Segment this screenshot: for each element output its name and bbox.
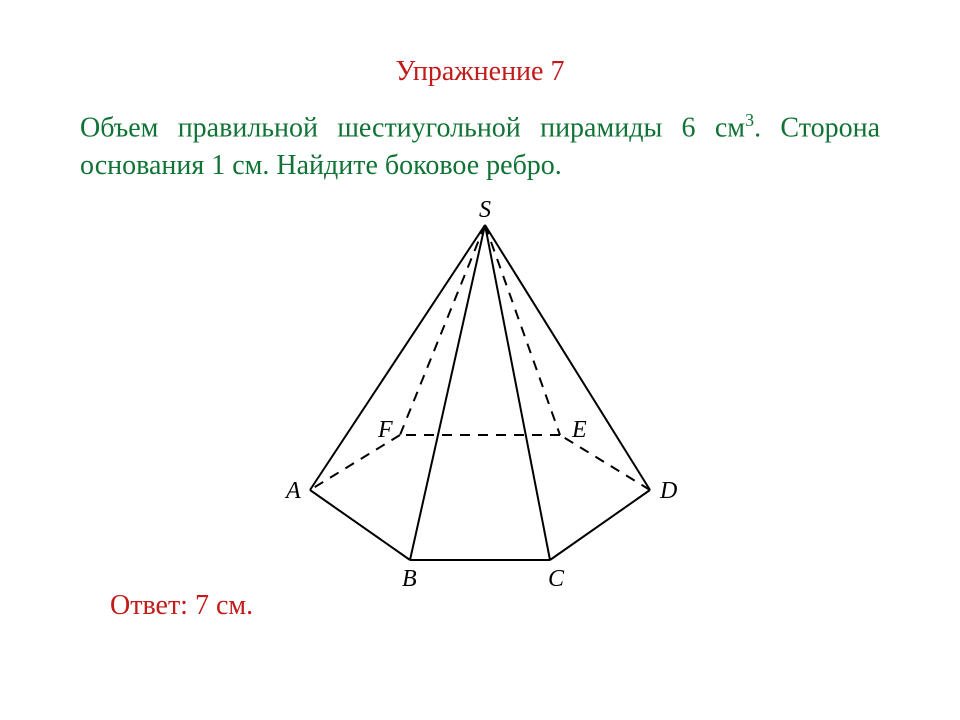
hidden-edges (310, 225, 650, 490)
visible-edges (310, 225, 650, 560)
vertex-labels: S A B C D E F (284, 197, 677, 592)
svg-text:S: S (479, 197, 491, 223)
svg-text:B: B (402, 566, 417, 592)
pyramid-figure: SABCDEF (260, 210, 700, 590)
svg-text:E: E (571, 417, 587, 443)
svg-text:F: F (377, 417, 393, 443)
svg-text:D: D (659, 478, 677, 504)
answer-line: Ответ: 7 см. (110, 590, 253, 622)
svg-text:C: C (548, 566, 565, 592)
pyramid-svg: SABCDEF (260, 210, 700, 590)
svg-text:A: A (284, 478, 301, 504)
answer-label: Ответ: (110, 590, 188, 621)
problem-text: Объем правильной шестиугольной пирамиды … (80, 108, 880, 185)
answer-value: 7 см. (195, 590, 253, 621)
exercise-title: Упражнение 7 (0, 56, 960, 88)
slide: Упражнение 7 Объем правильной шестиуголь… (0, 0, 960, 720)
